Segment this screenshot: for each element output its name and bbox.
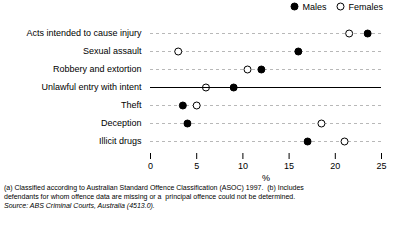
svg-text:25: 25 — [376, 161, 386, 171]
svg-text:Acts intended to cause injury: Acts intended to cause injury — [26, 28, 142, 38]
svg-text:Deception: Deception — [101, 118, 142, 128]
html-text:(a) Classified according to Au: (a) Classified according to Australian S… — [4, 184, 304, 191]
html-text:defendants for whom offence da: defendants for whom offence data are mis… — [4, 193, 296, 200]
html-text:Females: Females — [348, 1, 383, 12]
svg-text:Illicit drugs: Illicit drugs — [99, 136, 142, 146]
html-text:Males: Males — [302, 1, 327, 12]
svg-text:0: 0 — [148, 161, 153, 171]
svg-text:15: 15 — [284, 161, 294, 171]
svg-text:%: % — [262, 173, 270, 183]
svg-text:Robbery and extortion: Robbery and extortion — [53, 64, 142, 74]
svg-text:Unlawful entry with intent: Unlawful entry with intent — [41, 82, 142, 92]
svg-text:Sexual assault: Sexual assault — [83, 46, 142, 56]
svg-text:5: 5 — [194, 161, 199, 171]
svg-text:Theft: Theft — [121, 100, 142, 110]
html-text:Source: ABS Criminal Courts, A: Source: ABS Criminal Courts, Australia (… — [4, 202, 155, 209]
svg-text:10: 10 — [238, 161, 248, 171]
svg-text:20: 20 — [330, 161, 340, 171]
